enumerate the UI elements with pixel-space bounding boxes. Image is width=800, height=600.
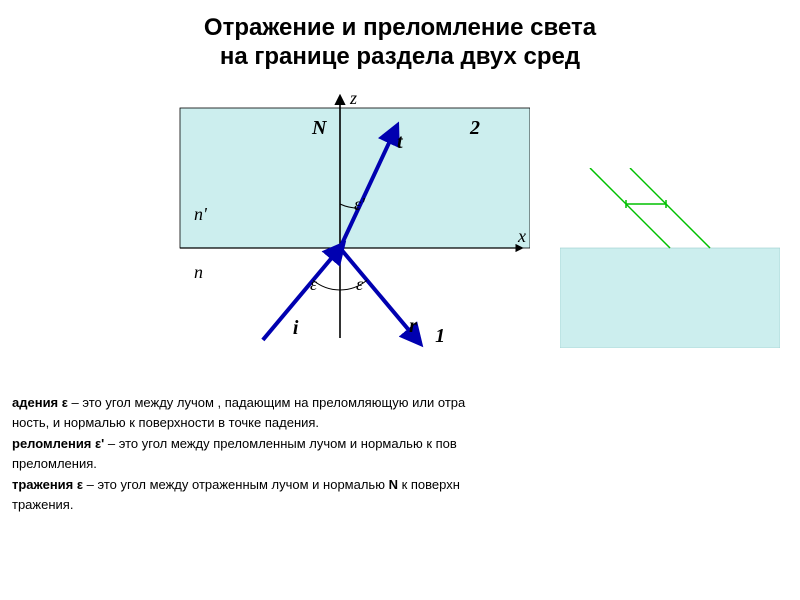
refraction-diagram: zxN21n'nirtε'εε bbox=[150, 78, 530, 358]
svg-text:n: n bbox=[194, 262, 203, 282]
svg-text:r: r bbox=[409, 315, 417, 337]
definition-line: реломления ε' – это угол между преломлен… bbox=[12, 435, 788, 453]
definitions-block: адения ε – это угол между лучом , падающ… bbox=[0, 378, 800, 514]
svg-text:i: i bbox=[293, 317, 299, 339]
definition-line: тражения ε – это угол между отраженным л… bbox=[12, 476, 788, 494]
definition-line: ность, и нормалью к поверхности в точке … bbox=[12, 414, 788, 432]
definition-line: преломления. bbox=[12, 455, 788, 473]
svg-text:ε': ε' bbox=[354, 194, 366, 214]
parallel-rays-diagram bbox=[560, 168, 780, 348]
diagram-area: zxN21n'nirtε'εε bbox=[0, 78, 800, 378]
svg-text:1: 1 bbox=[435, 325, 445, 347]
svg-text:z: z bbox=[349, 88, 357, 108]
title-line-1: Отражение и преломление света bbox=[20, 14, 780, 43]
definition-line: тражения. bbox=[12, 496, 788, 514]
title-line-2: на границе раздела двух сред bbox=[20, 43, 780, 72]
svg-text:N: N bbox=[311, 117, 328, 139]
svg-text:n': n' bbox=[194, 204, 208, 224]
svg-text:2: 2 bbox=[469, 117, 480, 139]
svg-text:x: x bbox=[517, 226, 526, 246]
svg-text:ε: ε bbox=[356, 274, 364, 294]
definition-line: адения ε – это угол между лучом , падающ… bbox=[12, 394, 788, 412]
svg-text:ε: ε bbox=[310, 274, 318, 294]
